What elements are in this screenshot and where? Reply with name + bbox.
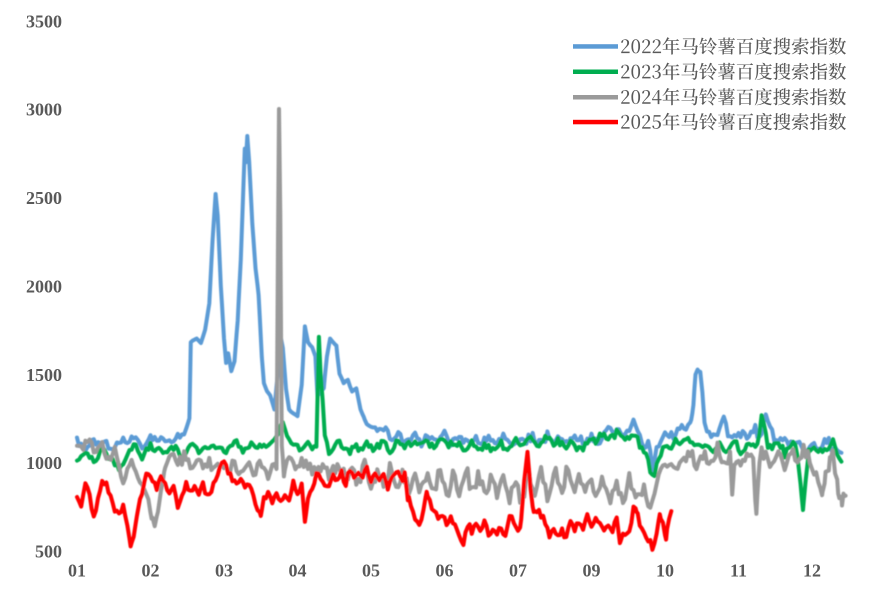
svg-text:3500: 3500 (26, 11, 62, 31)
svg-text:2000: 2000 (26, 277, 62, 297)
svg-text:04: 04 (289, 561, 307, 581)
svg-text:500: 500 (35, 542, 62, 562)
svg-text:09: 09 (583, 561, 601, 581)
svg-text:2500: 2500 (26, 188, 62, 208)
svg-text:03: 03 (215, 561, 233, 581)
svg-text:1500: 1500 (26, 365, 62, 385)
svg-text:10: 10 (656, 561, 674, 581)
svg-text:02: 02 (142, 561, 160, 581)
svg-text:07: 07 (509, 561, 527, 581)
svg-text:3000: 3000 (26, 100, 62, 120)
svg-text:1000: 1000 (26, 453, 62, 473)
svg-text:12: 12 (803, 561, 821, 581)
svg-text:05: 05 (362, 561, 380, 581)
svg-text:01: 01 (68, 561, 86, 581)
svg-text:11: 11 (730, 561, 747, 581)
svg-text:06: 06 (436, 561, 454, 581)
